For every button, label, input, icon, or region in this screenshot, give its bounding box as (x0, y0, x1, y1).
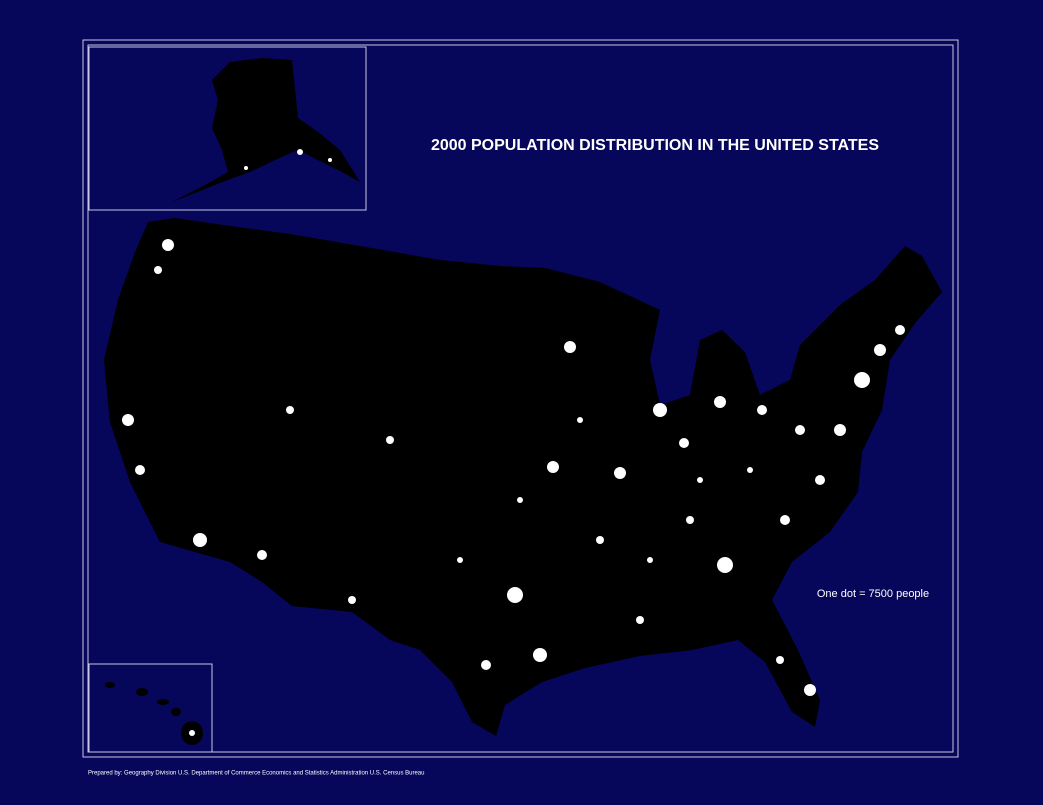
credit: Prepared by: Geography Division U.S. Dep… (88, 771, 424, 777)
hawaii-inset (88, 663, 213, 753)
population-dots (122, 149, 905, 736)
alaska-inset (88, 46, 367, 211)
legend-text: One dot = 7500 people (817, 588, 929, 600)
map-title: 2000 POPULATION DISTRIBUTION IN THE UNIT… (431, 137, 879, 154)
contiguous-us (104, 218, 942, 736)
alaska (172, 58, 360, 202)
outer-frame (82, 39, 959, 758)
inner-frame (87, 44, 954, 753)
hawaii (105, 682, 203, 745)
